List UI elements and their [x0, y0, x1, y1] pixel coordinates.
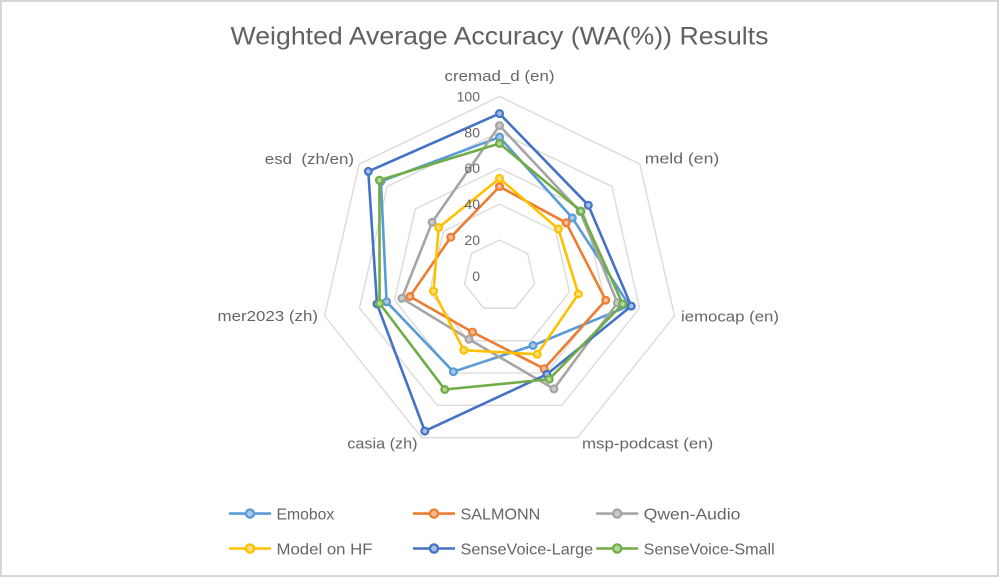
svg-text:SALMONN: SALMONN	[461, 506, 541, 523]
svg-text:40: 40	[464, 196, 480, 212]
svg-text:Weighted Average Accuracy (WA(: Weighted Average Accuracy (WA(%)) Result…	[231, 22, 769, 50]
svg-text:esd (zh/en): esd (zh/en)	[265, 151, 354, 168]
svg-text:20: 20	[464, 232, 480, 248]
svg-text:Qwen-Audio: Qwen-Audio	[644, 506, 741, 523]
svg-text:meld (en): meld (en)	[645, 150, 720, 167]
svg-text:SenseVoice-Small: SenseVoice-Small	[644, 541, 775, 558]
svg-text:casia (zh): casia (zh)	[347, 435, 417, 452]
svg-text:Emobox: Emobox	[277, 506, 335, 523]
svg-text:SenseVoice-Large: SenseVoice-Large	[461, 541, 594, 558]
svg-text:mer2023 (zh): mer2023 (zh)	[218, 308, 319, 325]
svg-text:iemocap (en): iemocap (en)	[681, 309, 779, 326]
svg-text:msp-podcast (en): msp-podcast (en)	[582, 435, 713, 452]
svg-text:0: 0	[472, 268, 480, 284]
svg-text:60: 60	[464, 160, 480, 176]
svg-text:80: 80	[464, 124, 480, 140]
svg-text:100: 100	[457, 88, 481, 104]
svg-text:Model on HF: Model on HF	[277, 541, 373, 558]
svg-text:cremad_d (en): cremad_d (en)	[445, 68, 555, 85]
